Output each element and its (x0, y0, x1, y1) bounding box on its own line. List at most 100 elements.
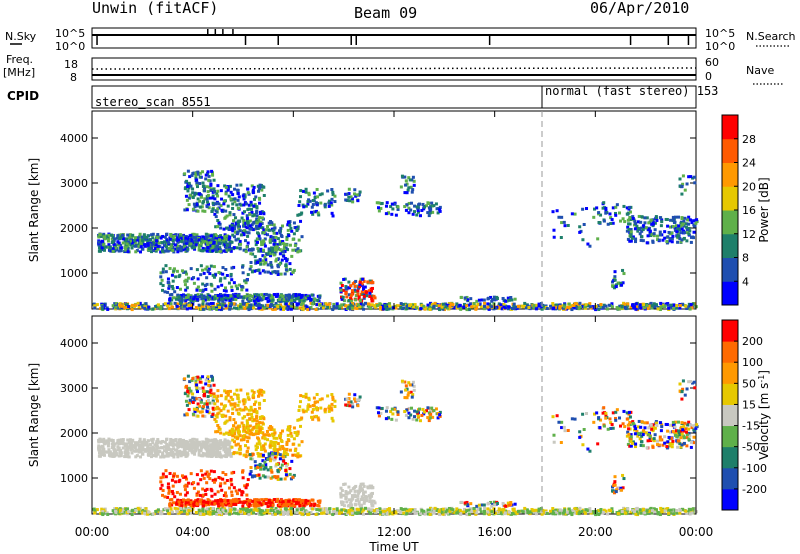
y-tick-label: 2000 (60, 222, 88, 235)
velocity-cell (247, 397, 251, 401)
power-cell (225, 234, 229, 238)
power-cell (610, 302, 614, 306)
power-cell (365, 294, 369, 298)
power-cell (242, 218, 246, 222)
velocity-cell (318, 499, 322, 503)
power-cell (276, 305, 280, 309)
power-cell (624, 306, 628, 310)
power-cell (311, 302, 315, 306)
power-cell (259, 220, 263, 224)
velocity-cell (97, 440, 101, 444)
power-cell (175, 304, 179, 308)
power-cell (261, 269, 265, 273)
velocity-cell (176, 498, 180, 502)
power-cell (572, 306, 576, 310)
velocity-cell (273, 449, 277, 453)
power-cell (354, 194, 358, 198)
velocity-cell (188, 380, 192, 384)
power-cell (593, 207, 597, 211)
power-cell (256, 247, 260, 251)
velocity-cell (173, 452, 177, 456)
velocity-cell (165, 450, 169, 454)
power-cell (355, 193, 359, 197)
power-cell (634, 240, 638, 244)
velocity-cell (231, 398, 235, 402)
velocity-cell (209, 443, 213, 447)
power-cell (241, 211, 245, 215)
velocity-cell (164, 469, 168, 473)
power-cell (186, 293, 190, 297)
power-cell (344, 285, 348, 289)
power-cell (230, 278, 234, 282)
power-cell (242, 248, 246, 252)
nsky-strip: N.Sky 10^5 10^0 10^5 10^0 N.Search (5, 27, 796, 53)
power-cell (686, 305, 690, 309)
power-cell (165, 247, 169, 251)
power-cell (240, 288, 244, 292)
power-cell (200, 297, 204, 301)
power-cell (651, 240, 655, 244)
velocity-cell (198, 493, 202, 497)
velocity-cell (247, 408, 251, 412)
velocity-cell (191, 377, 195, 381)
velocity-cell (202, 445, 206, 449)
velocity-cell (109, 438, 113, 442)
velocity-cell (177, 503, 181, 507)
velocity-cell (141, 448, 145, 452)
velocity-cell (193, 443, 197, 447)
power-cell (185, 286, 189, 290)
power-cell (532, 305, 536, 309)
power-cell (214, 209, 218, 213)
velocity-cell (438, 414, 442, 418)
power-cell (154, 243, 158, 247)
power-cell (654, 215, 658, 219)
power-cell (488, 304, 492, 308)
velocity-cell (226, 409, 230, 413)
velocity-cell (396, 410, 400, 414)
velocity-cell (176, 441, 180, 445)
power-cell (631, 304, 635, 308)
velocity-cell (233, 402, 237, 406)
velocity-cell (156, 452, 160, 456)
power-cell (173, 290, 177, 294)
velocity-cell (403, 380, 407, 384)
power-cell (376, 206, 381, 210)
power-cell (258, 306, 262, 310)
power-cell (234, 298, 238, 302)
power-cell (187, 241, 191, 245)
power-cell (315, 303, 319, 307)
power-cell (677, 224, 681, 228)
power-cell (248, 297, 252, 301)
power-cell (220, 283, 224, 287)
velocity-cell (227, 391, 231, 395)
power-cell (185, 237, 189, 241)
power-cell (307, 193, 311, 197)
velocity-cell (155, 446, 159, 450)
power-cell (153, 238, 157, 242)
power-cell (583, 305, 587, 309)
velocity-cell (267, 501, 272, 505)
velocity-cell (318, 398, 322, 402)
velocity-cell (98, 445, 102, 449)
velocity-cell (163, 454, 167, 458)
velocity-cell (285, 464, 289, 468)
power-cell (648, 230, 652, 234)
velocity-cell (291, 442, 295, 446)
power-cell (199, 194, 203, 198)
velocity-cell (280, 463, 284, 467)
power-cell (476, 303, 480, 307)
velocity-cell (265, 430, 269, 434)
power-cell (331, 308, 335, 312)
velocity-cell (230, 493, 234, 497)
velocity-cell (228, 416, 232, 420)
power-cell (253, 227, 257, 231)
power-cell (608, 212, 612, 216)
power-cell (244, 295, 248, 299)
power-cell (261, 248, 265, 252)
velocity-cell (231, 434, 235, 438)
velocity-cell (261, 431, 265, 435)
power-cell (190, 296, 194, 300)
velocity-cell (152, 446, 156, 450)
power-cell (250, 270, 254, 274)
power-cell (214, 215, 218, 219)
